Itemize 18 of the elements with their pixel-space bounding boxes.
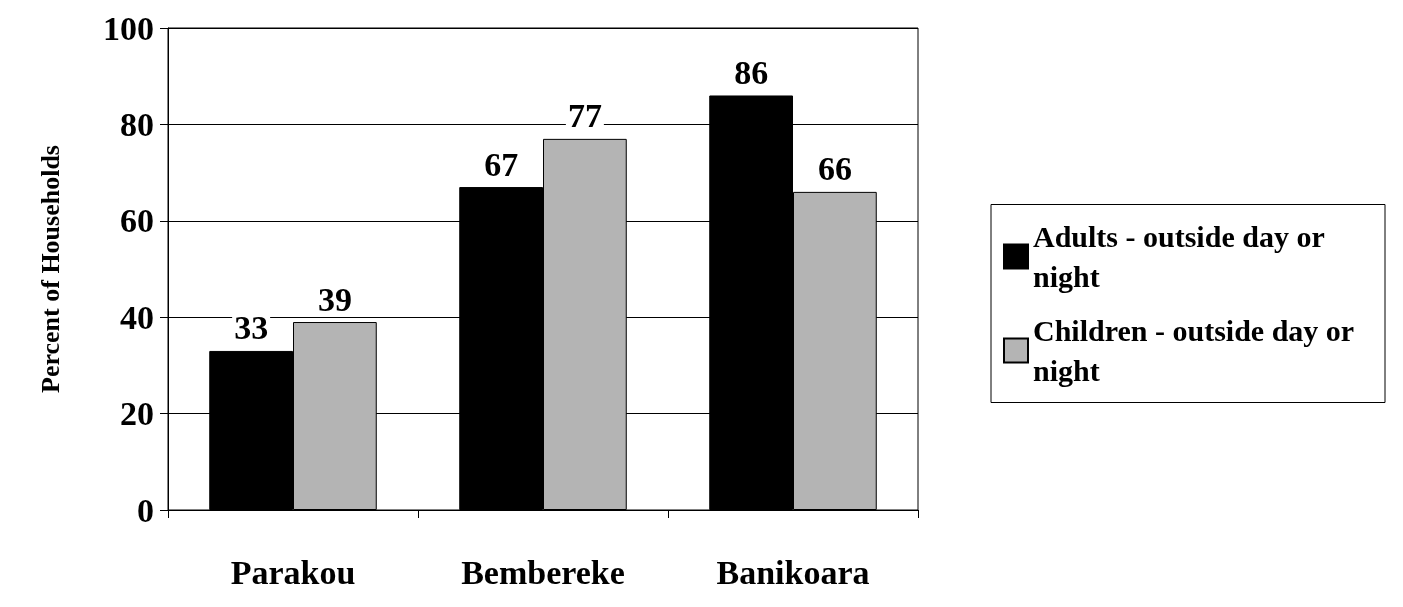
legend-label: Children - outside day or night xyxy=(1033,314,1362,387)
data-label: 39 xyxy=(317,280,352,318)
data-label: 33 xyxy=(234,309,269,347)
data-label: 77 xyxy=(567,97,602,135)
data-label: 86 xyxy=(734,53,769,91)
x-tick-label: Banikoara xyxy=(716,553,870,591)
data-label: 67 xyxy=(484,145,519,183)
legend-label: Adults - outside day or night xyxy=(1033,220,1332,293)
x-tick-label: Parakou xyxy=(230,553,356,591)
y-tick-label: 0 xyxy=(137,491,154,529)
data-label: 66 xyxy=(817,150,852,188)
x-tick-label: Bembereke xyxy=(461,553,625,591)
y-tick-label: 40 xyxy=(120,298,154,336)
y-tick-label: 20 xyxy=(120,395,154,433)
y-axis-title: Percent of Households xyxy=(35,145,65,393)
y-tick-label: 100 xyxy=(103,9,154,47)
y-tick-label: 80 xyxy=(120,105,154,143)
y-tick-label: 60 xyxy=(120,202,154,240)
